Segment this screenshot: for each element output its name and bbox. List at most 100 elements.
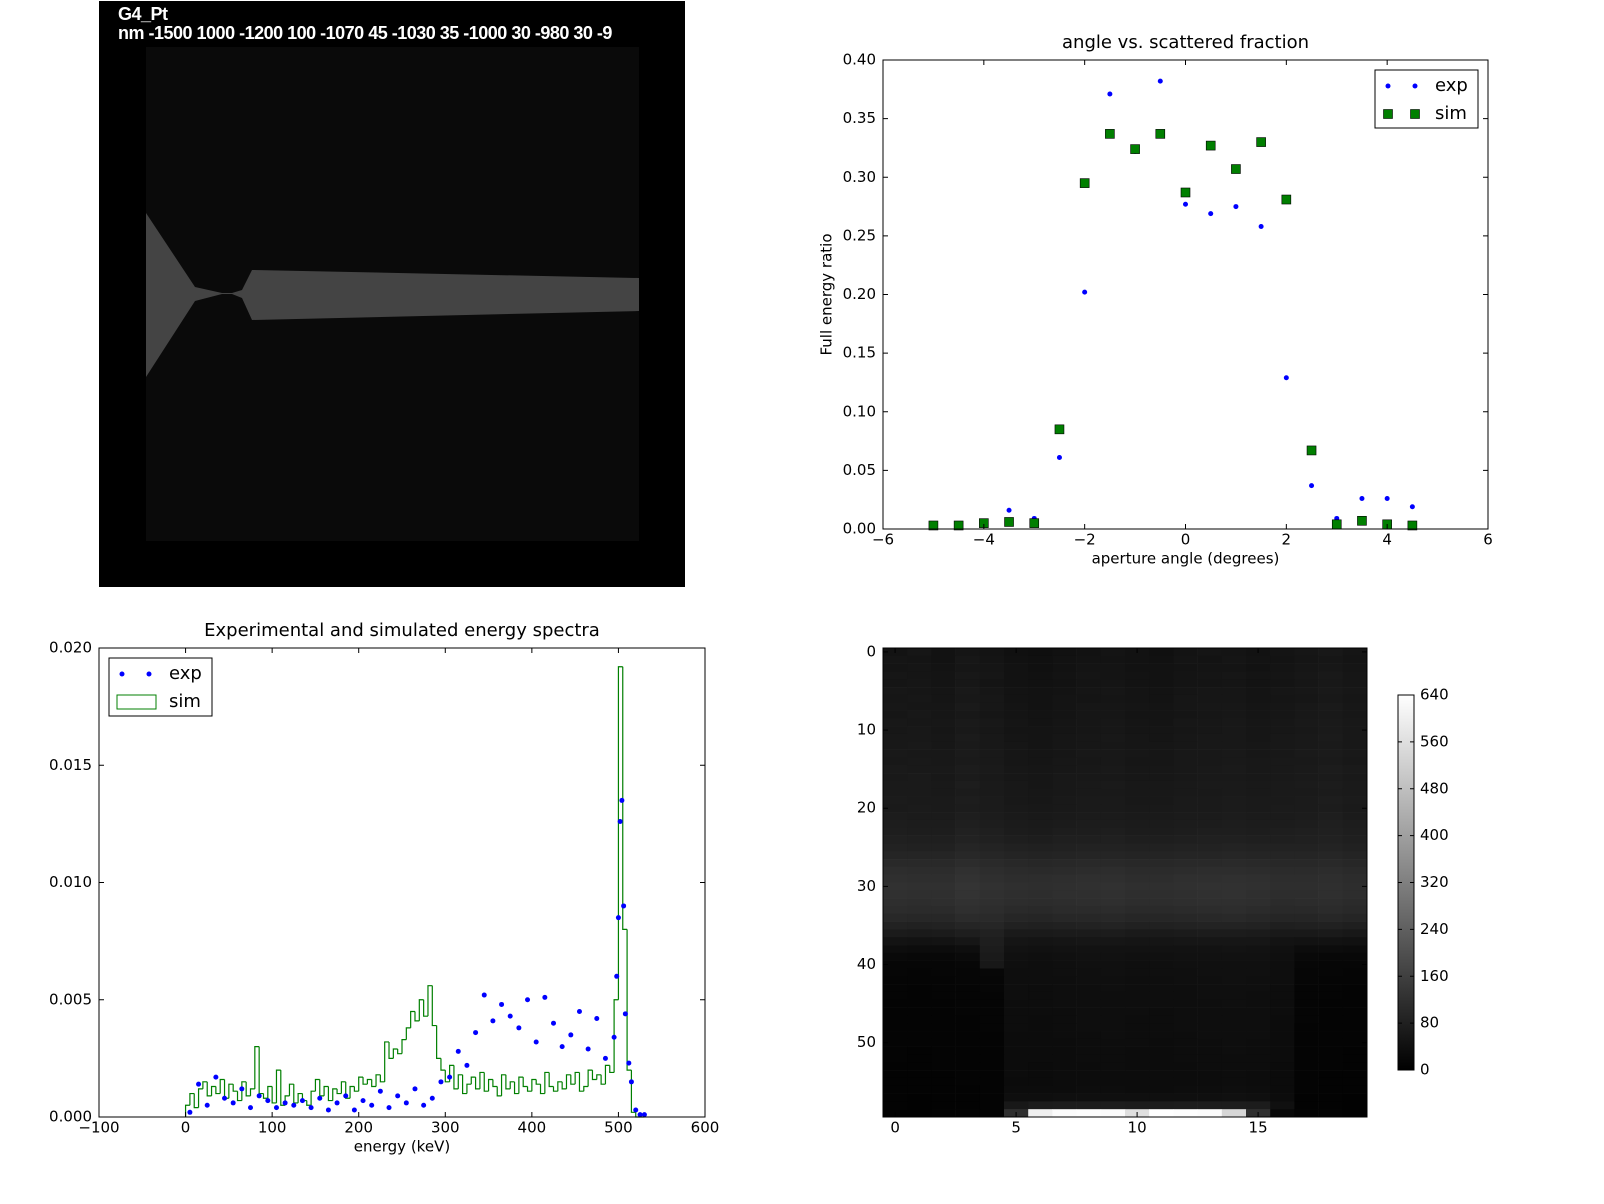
- heatmap-cell: [1149, 843, 1174, 852]
- heatmap-cell: [1270, 718, 1295, 727]
- heatmap-cell: [1294, 827, 1319, 836]
- heatmap-cell: [1052, 679, 1077, 688]
- heatmap-cell: [1197, 890, 1223, 899]
- heatmap-cell: [883, 804, 908, 813]
- heatmap-cell: [931, 687, 956, 696]
- heatmap-cell: [1028, 945, 1053, 954]
- heatmap-cell: [1246, 866, 1271, 875]
- heatmap-cell: [1318, 937, 1344, 946]
- heatmap-cell: [1342, 804, 1368, 813]
- heatmap-cell: [1125, 1023, 1150, 1032]
- heatmap-cell: [1318, 773, 1344, 782]
- heatmap-cell: [1318, 733, 1344, 743]
- x-tick-label: 5: [1011, 1119, 1021, 1137]
- heatmap-cell: [1004, 679, 1029, 688]
- heatmap-cell: [931, 1109, 956, 1118]
- colorbar-tick-label: 320: [1420, 873, 1449, 891]
- heatmap-cell: [1197, 648, 1223, 657]
- heatmap-cell: [1149, 726, 1174, 735]
- heatmap-cell: [1221, 1031, 1247, 1040]
- heatmap-cell: [1125, 968, 1150, 977]
- point: [248, 1105, 253, 1111]
- heatmap-cell: [1052, 1109, 1077, 1118]
- heatmap-cell: [979, 937, 1005, 946]
- heatmap-cell: [1100, 765, 1126, 774]
- heatmap-cell: [1004, 710, 1029, 719]
- histogram-step: [561, 1081, 567, 1090]
- heatmap-cell: [1270, 859, 1295, 868]
- heatmap-cell: [1076, 890, 1102, 899]
- heatmap-cell: [1246, 1046, 1271, 1055]
- heatmap-cell: [1052, 984, 1077, 993]
- heatmap-cell: [1028, 1007, 1053, 1016]
- axes-frame: [882, 59, 1489, 530]
- heatmap-cell: [931, 1062, 956, 1071]
- heatmap-cell: [1004, 1023, 1029, 1032]
- heatmap-cell: [1270, 671, 1295, 680]
- heatmap-cell: [1004, 835, 1029, 844]
- heatmap-cell: [1076, 1023, 1102, 1032]
- heatmap-cell: [979, 1070, 1005, 1079]
- histogram-step: [622, 666, 628, 930]
- heatmap-cell: [1028, 1077, 1053, 1087]
- heatmap-cell: [1197, 1093, 1223, 1102]
- heatmap-cell: [1342, 968, 1368, 977]
- histogram-step: [366, 1078, 372, 1085]
- heatmap-cell: [1100, 921, 1126, 930]
- point: [308, 1105, 314, 1111]
- y-tick-label: 0.005: [49, 990, 92, 1008]
- heatmap-cell: [1173, 710, 1198, 719]
- heatmap-cell: [1004, 741, 1029, 750]
- heatmap-cell: [979, 749, 1005, 758]
- heatmap-cell: [931, 1007, 956, 1016]
- heatmap-cell: [1294, 718, 1319, 727]
- heatmap-cell: [1270, 827, 1295, 836]
- heatmap-cell: [1052, 882, 1077, 891]
- heatmap-cell: [1342, 1015, 1368, 1024]
- heatmap-cell: [1100, 663, 1126, 672]
- heatmap-cell: [1221, 851, 1247, 860]
- y-tick-label: 0.00: [843, 520, 876, 538]
- point: [1233, 204, 1239, 210]
- heatmap-cell: [1318, 984, 1344, 993]
- heatmap-cell: [1028, 648, 1053, 657]
- heatmap-cell: [1028, 991, 1053, 1001]
- histogram-step: [570, 1074, 576, 1085]
- histogram-step: [223, 1079, 229, 1099]
- heatmap-cell: [1173, 780, 1198, 789]
- heatmap-cell: [1076, 898, 1102, 907]
- heatmap-cell: [1100, 1109, 1126, 1118]
- heatmap-cell: [883, 773, 908, 782]
- heatmap-cell: [1004, 929, 1029, 938]
- heatmap-cell: [1149, 984, 1174, 993]
- heatmap-cell: [1125, 796, 1150, 805]
- heatmap-cell: [1173, 929, 1198, 938]
- point: [619, 797, 625, 803]
- histogram-step: [258, 1046, 264, 1095]
- heatmap-cell: [1197, 687, 1223, 696]
- heatmap-cell: [979, 687, 1005, 696]
- heatmap-cell: [1197, 710, 1223, 719]
- geometry-caption: nm -1500 1000 -1200 100 -1070 45 -1030 3…: [118, 23, 612, 43]
- heatmap-cell: [1125, 741, 1150, 750]
- histogram-step: [557, 1081, 563, 1092]
- heatmap-cell: [1052, 1007, 1077, 1016]
- heatmap-cell: [979, 765, 1005, 774]
- heatmap-cell: [1100, 702, 1126, 711]
- histogram-step: [271, 1086, 277, 1104]
- point: [1157, 78, 1163, 84]
- heatmap-cell: [1100, 733, 1126, 743]
- heatmap-cell: [907, 905, 932, 915]
- heatmap-cell: [1125, 655, 1150, 664]
- heatmap-cell: [979, 984, 1005, 993]
- point: [516, 1025, 522, 1031]
- heatmap-cell: [1221, 812, 1247, 821]
- heatmap-cell: [1173, 874, 1198, 883]
- heatmap-cell: [1028, 835, 1053, 844]
- heatmap-cell: [1342, 921, 1368, 930]
- heatmap-cell: [1318, 671, 1344, 680]
- point: [615, 915, 621, 921]
- histogram-step: [215, 1086, 221, 1095]
- heatmap-cell: [1318, 687, 1344, 696]
- heatmap-cell: [1246, 835, 1271, 844]
